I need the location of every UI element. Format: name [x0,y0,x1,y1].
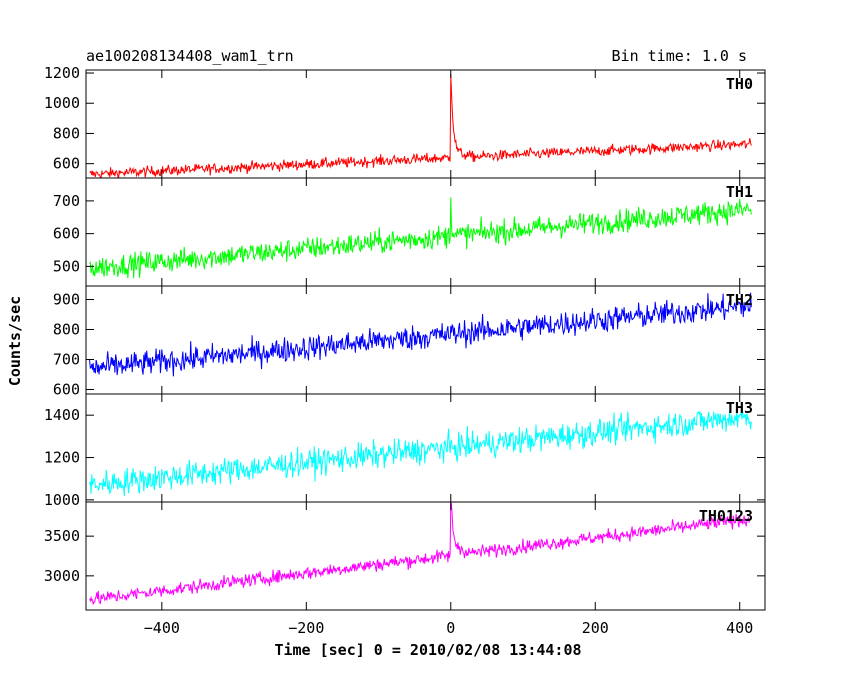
panel-th2: 600 700 800 900 TH2 [53,285,766,399]
y-tick-label: 700 [53,351,80,369]
panel-th3: 1000 1200 1400 TH3 [44,393,766,509]
y-axis-label: Counts/sec [6,296,24,386]
panel-label-th0: TH0 [726,75,753,93]
panel-frame [85,177,766,287]
bin-time-label: Bin time: 1.0 s [612,47,747,65]
y-tick-label: 600 [53,381,80,399]
y-tick-label: 1200 [44,64,80,82]
y-tick-label: 600 [53,155,80,173]
x-axis-label: Time [sec] 0 = 2010/02/08 13:44:08 [274,641,581,659]
y-tick-label: 1400 [44,406,80,424]
x-tick-label: −400 [144,619,180,637]
x-tick-label: −200 [288,619,324,637]
y-tick-label: 800 [53,321,80,339]
panel-label-th0123: TH0123 [699,507,753,525]
y-tick-label: 900 [53,291,80,309]
x-tick-label: 200 [582,619,609,637]
panel-label-th3: TH3 [726,399,753,417]
panels: 600 800 1000 1200 TH0 500 600 700 TH1 600 700 800 90… [44,64,766,611]
series-line-th0 [89,73,752,178]
series-line-th1 [89,197,752,279]
x-tick-label: 0 [446,619,455,637]
panel-label-th2: TH2 [726,291,753,309]
y-tick-label: 800 [53,124,80,142]
y-tick-label: 3000 [44,567,80,585]
y-tick-label: 700 [53,192,80,210]
y-tick-label: 1000 [44,491,80,509]
series-line-th2 [89,292,752,377]
panel-frame [85,69,766,179]
x-tick-label: 400 [726,619,753,637]
y-tick-label: 3500 [44,527,80,545]
panel-th1: 500 600 700 TH1 [53,177,766,287]
y-tick-label: 500 [53,257,80,275]
y-tick-label: 1000 [44,94,80,112]
panel-frame [85,393,766,503]
panel-frame [85,501,766,611]
panel-label-th1: TH1 [726,183,753,201]
series-line-th0123 [89,502,752,605]
series-line-th3 [89,410,752,497]
x-axis: −400 −200 0 200 400 [144,619,753,637]
chart-title: ae100208134408_wam1_trn [86,47,294,65]
panel-th0123: 3000 3500 TH0123 [44,501,766,611]
y-tick-label: 600 [53,225,80,243]
y-tick-label: 1200 [44,449,80,467]
panel-th0: 600 800 1000 1200 TH0 [44,64,766,179]
